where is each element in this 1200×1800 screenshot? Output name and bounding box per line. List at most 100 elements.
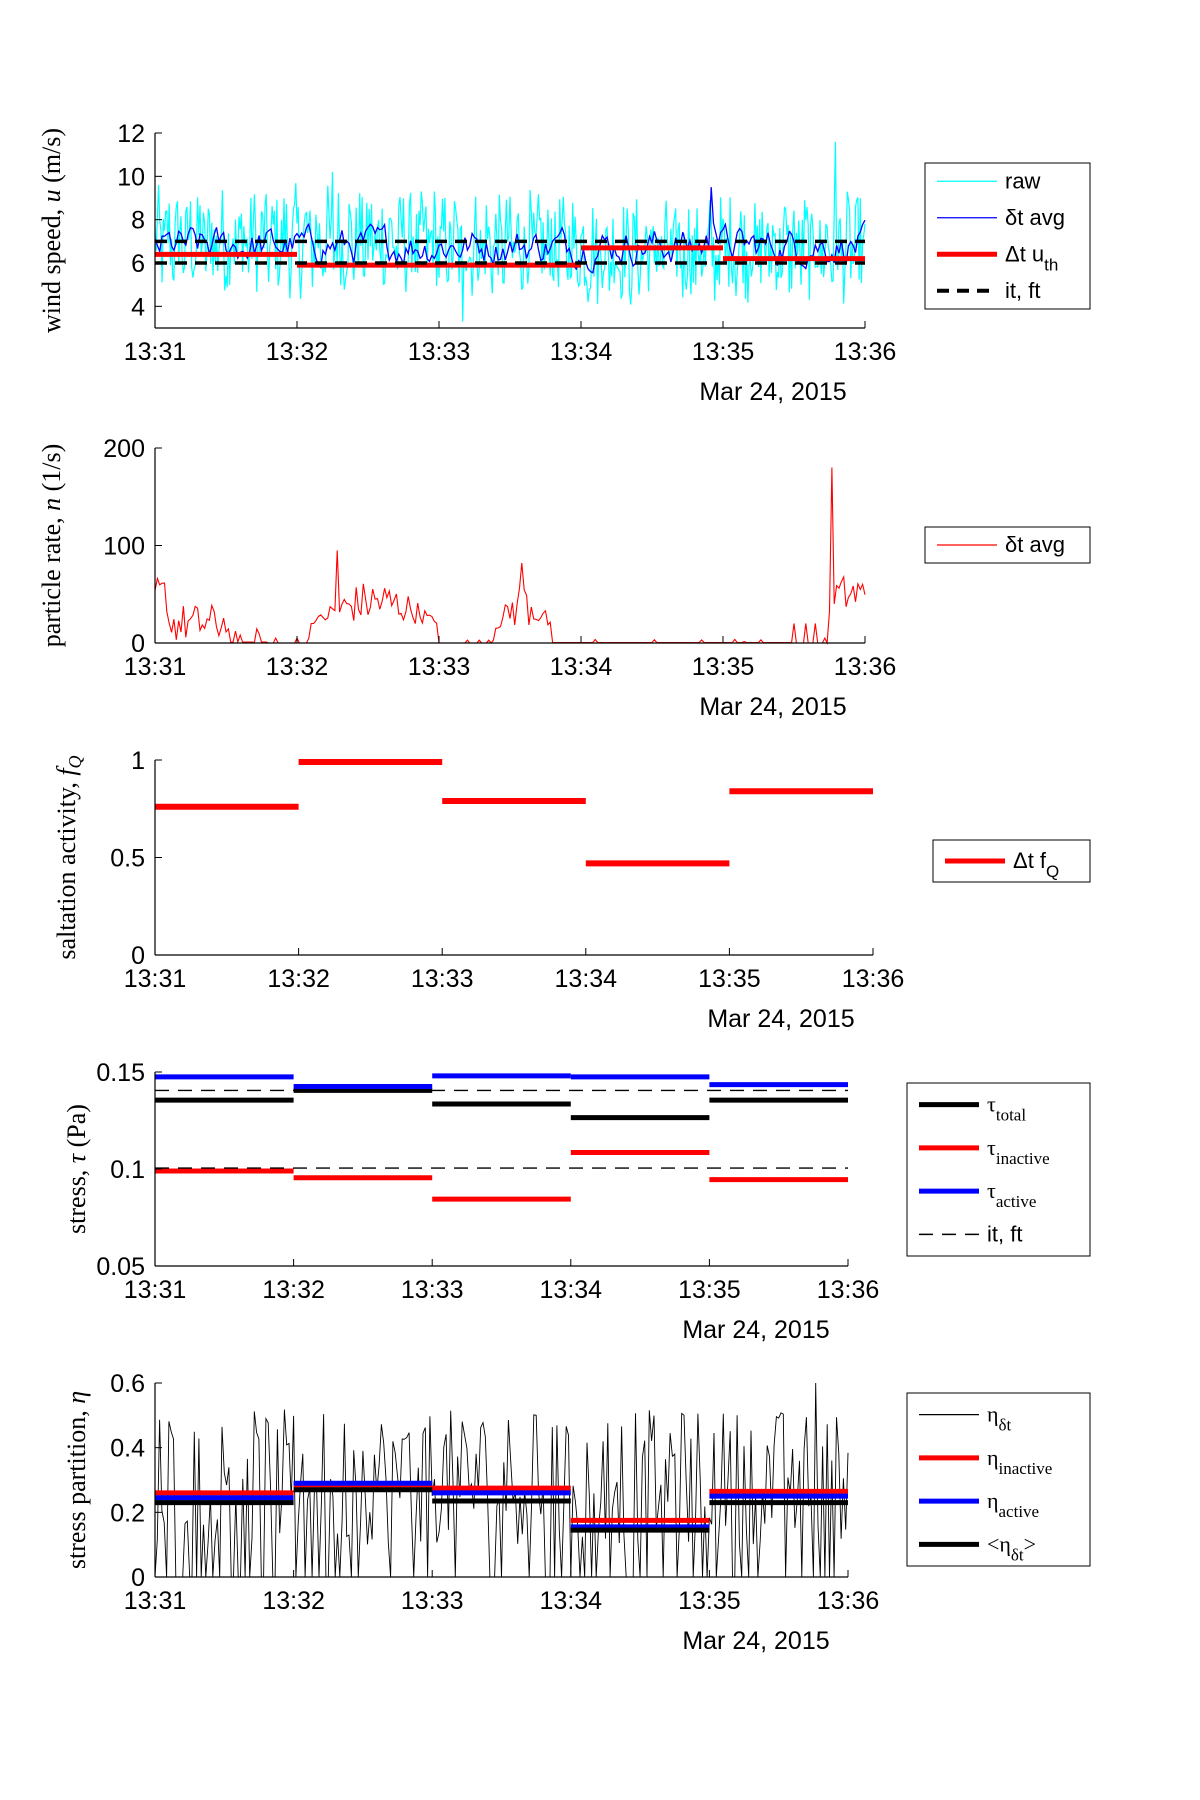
axes-box bbox=[155, 1383, 848, 1577]
plot-area-5 bbox=[154, 1382, 849, 1578]
series-3-1 bbox=[155, 758, 873, 867]
y-tick-label: 100 bbox=[103, 533, 145, 561]
x-tick-label: 13:36 bbox=[834, 653, 897, 681]
legend-label: τinactive bbox=[987, 1135, 1050, 1168]
y-tick-label: 0.5 bbox=[110, 845, 145, 873]
x-tick-label: 13:32 bbox=[266, 653, 329, 681]
legend-label-main: it, ft bbox=[1005, 278, 1040, 303]
legend-label-main: η bbox=[987, 1445, 999, 1470]
y-label-text: wind speed, bbox=[37, 202, 66, 333]
legend-label: δt avg bbox=[1005, 205, 1065, 230]
x-tick-label: 13:31 bbox=[124, 1276, 187, 1304]
y-label-var: n bbox=[37, 498, 66, 511]
y-label-var: u bbox=[37, 189, 66, 202]
x-tick-label: 13:34 bbox=[555, 965, 618, 993]
y-tick-label: 0.15 bbox=[96, 1059, 145, 1087]
x-tick-label: 13:35 bbox=[678, 1276, 741, 1304]
raw-wind-line bbox=[154, 141, 866, 322]
y-label-text: stress, bbox=[62, 1163, 91, 1234]
y-tick-label: 4 bbox=[131, 293, 145, 321]
x-tick-label: 13:33 bbox=[401, 1587, 464, 1615]
x-tick-label: 13:31 bbox=[124, 1587, 187, 1615]
legend-label: ηactive bbox=[987, 1488, 1039, 1521]
y-tick-label: 0 bbox=[131, 1564, 145, 1592]
y-axis-label: stress, τ (Pa) bbox=[62, 1104, 91, 1234]
plot-area-4 bbox=[155, 1073, 848, 1202]
panel-5: 13:31 13:32 13:33 13:34 13:35 13:36 Mar 24, 20… bbox=[62, 1370, 1091, 1655]
series-4-4 bbox=[155, 1089, 848, 1169]
x-tick-label: 13:34 bbox=[540, 1276, 603, 1304]
x-tick-label: 13:36 bbox=[817, 1587, 880, 1615]
legend-label-main: η bbox=[987, 1402, 999, 1427]
y-tick-label: 10 bbox=[117, 163, 145, 191]
series-1-4 bbox=[155, 239, 865, 265]
legend-label: Δt fQ bbox=[1013, 848, 1059, 881]
legend-label-sub: inactive bbox=[999, 1459, 1053, 1478]
legend-box bbox=[924, 162, 1091, 310]
legend-2: δt avg bbox=[924, 526, 1091, 564]
legend-box bbox=[906, 1082, 1091, 1257]
x-date-label: Mar 24, 2015 bbox=[699, 693, 846, 721]
legend-label: δt avg bbox=[1005, 532, 1065, 557]
legend-label: Δt uth bbox=[1005, 241, 1058, 274]
legend-label-main: it, ft bbox=[987, 1221, 1022, 1246]
y-axis-label: particle rate, n (1/s) bbox=[37, 444, 66, 648]
y-tick-label: 8 bbox=[131, 207, 145, 235]
panel-2: 13:31 13:32 13:33 13:34 13:35 13:36 Mar 24, 20… bbox=[37, 435, 1091, 721]
legend-label-sub: active bbox=[999, 1502, 1040, 1521]
legend-3: Δt fQ bbox=[932, 839, 1091, 883]
series-1-3 bbox=[155, 245, 865, 268]
legend-label-sub: th bbox=[1044, 255, 1058, 274]
x-tick-label: 13:35 bbox=[698, 965, 761, 993]
x-tick-label: 13:35 bbox=[692, 338, 755, 366]
x-tick-label: 13:31 bbox=[124, 965, 187, 993]
legend-label-main: τ bbox=[987, 1092, 996, 1117]
panel-1: 13:31 13:32 13:33 13:34 13:35 13:36 Mar 24, 20… bbox=[37, 120, 1091, 406]
x-tick-label: 13:34 bbox=[550, 338, 613, 366]
x-tick-label: 13:32 bbox=[262, 1587, 325, 1615]
x-tick-label: 13:36 bbox=[834, 338, 897, 366]
x-tick-label: 13:36 bbox=[842, 965, 905, 993]
y-label-unit: (m/s) bbox=[37, 128, 66, 189]
legend-label-main: Δt u bbox=[1005, 241, 1044, 266]
legend-box bbox=[906, 1392, 1091, 1567]
x-tick-label: 13:31 bbox=[124, 338, 187, 366]
legend-label-main: τ bbox=[987, 1135, 996, 1160]
y-axis-label: wind speed, u (m/s) bbox=[37, 128, 66, 333]
legend-label-sub: δt bbox=[1011, 1545, 1024, 1564]
legend-label-main: δt avg bbox=[1005, 532, 1065, 557]
legend-label-main: Δt f bbox=[1013, 848, 1047, 873]
series-5-1 bbox=[154, 1382, 849, 1578]
series-5-4 bbox=[155, 1487, 848, 1533]
x-date-label: Mar 24, 2015 bbox=[707, 1005, 854, 1033]
y-axis-label: saltation activity, fQ bbox=[52, 755, 85, 959]
y-label-text: saltation activity, bbox=[52, 776, 81, 960]
y-tick-label: 6 bbox=[131, 250, 145, 278]
x-tick-label: 13:34 bbox=[540, 1587, 603, 1615]
x-tick-label: 13:31 bbox=[124, 653, 187, 681]
panel-4: 13:31 13:32 13:33 13:34 13:35 13:36 Mar 24, 20… bbox=[62, 1059, 1091, 1344]
y-label-var-sub: Q bbox=[65, 755, 85, 768]
y-tick-label: 1 bbox=[131, 747, 145, 775]
legend-label-main: raw bbox=[1005, 168, 1041, 193]
x-date-label: Mar 24, 2015 bbox=[699, 378, 846, 406]
plot-area-2 bbox=[154, 467, 866, 646]
x-tick-label: 13:36 bbox=[817, 1276, 880, 1304]
eta-dt-line bbox=[154, 1382, 849, 1578]
x-tick-label: 13:34 bbox=[550, 653, 613, 681]
particle-rate-line bbox=[154, 467, 866, 646]
legend-label-main: <η bbox=[987, 1531, 1011, 1556]
x-date-label: Mar 24, 2015 bbox=[682, 1316, 829, 1344]
legend-label-main: τ bbox=[987, 1178, 996, 1203]
legend-label-main: δt avg bbox=[1005, 205, 1065, 230]
plot-area-1 bbox=[154, 141, 866, 322]
legend-label-main: η bbox=[987, 1488, 999, 1513]
legend-label: it, ft bbox=[987, 1221, 1022, 1246]
legend-label-sub: total bbox=[996, 1106, 1026, 1125]
y-tick-label: 0 bbox=[131, 942, 145, 970]
series-4-2 bbox=[155, 1150, 848, 1202]
legend-label: it, ft bbox=[1005, 278, 1040, 303]
